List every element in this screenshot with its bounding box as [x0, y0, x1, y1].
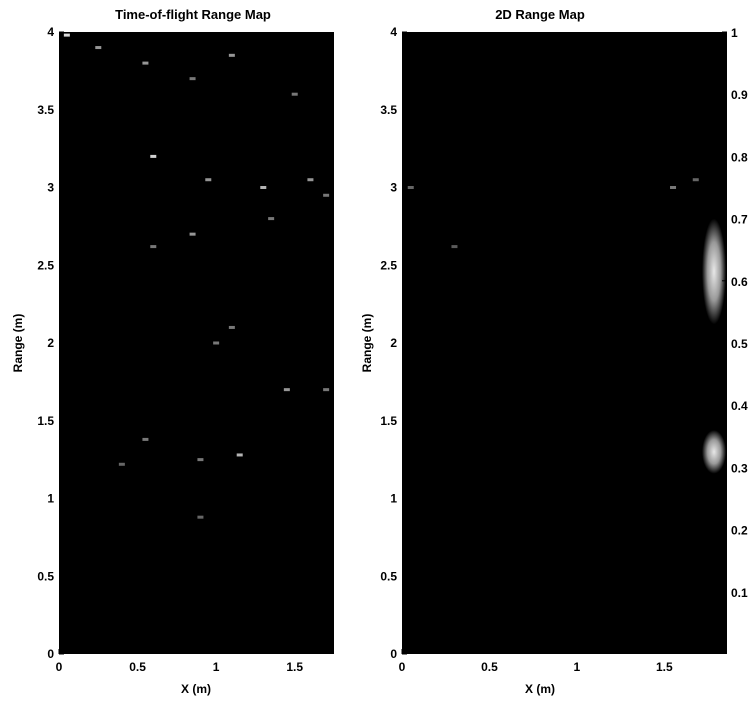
tof-y-axis-label: Range (m): [11, 314, 25, 373]
tof-bright-point: [150, 154, 157, 158]
2d-x-axis-label: X (m): [525, 682, 555, 696]
2d-y-tick-label: 3: [390, 181, 397, 195]
2d-x-tick-label: 0.5: [481, 660, 498, 674]
2d-y-axis-label: Range (m): [360, 314, 374, 373]
tof-y-tick-label: 2: [47, 336, 54, 350]
2d-bright-point: [692, 178, 699, 182]
2d-x-ticks: 0 0.5 1 1.5: [399, 649, 673, 674]
2d-x-tick-label: 1: [574, 660, 581, 674]
tof-y-tick-label: 1: [47, 492, 54, 506]
tof-bright-point: [283, 388, 290, 392]
tof-bright-point: [150, 245, 157, 249]
colorbar-tick-label: 0.4: [731, 399, 748, 413]
tof-bright-point: [213, 341, 220, 345]
colorbar-bands: [702, 218, 726, 474]
tof-bright-point: [260, 186, 267, 189]
tof-bright-point: [236, 453, 243, 457]
tof-bright-point: [307, 178, 314, 182]
tof-bright-point: [142, 437, 149, 441]
2d-plot-title: 2D Range Map: [495, 7, 585, 22]
2d-y-tick-label: 2.5: [380, 258, 397, 272]
tof-bright-point: [197, 515, 204, 519]
tof-bright-point: [189, 232, 196, 236]
tof-bright-point: [323, 388, 330, 392]
tof-y-tick-label: 4: [47, 25, 54, 39]
2d-x-tick-label: 1.5: [656, 660, 673, 674]
tof-bright-point: [205, 178, 212, 182]
tof-y-tick-label: 1.5: [37, 414, 54, 428]
tof-x-axis-label: X (m): [181, 682, 211, 696]
tof-bright-point: [142, 61, 149, 65]
2d-y-tick-label: 1: [390, 492, 397, 506]
colorbar-tick-label: 0.5: [731, 337, 748, 351]
2d-bright-point: [407, 186, 414, 189]
tof-y-tick-label: 3.5: [37, 103, 54, 117]
colorbar-tick-label: 0.9: [731, 88, 748, 102]
colorbar-tick-label: 0.8: [731, 150, 748, 164]
2d-heatmap-area: [402, 32, 708, 654]
tof-x-ticks: 0 0.5 1 1.5: [56, 649, 303, 674]
tof-y-tick-label: 0: [47, 647, 54, 661]
colorbar-tick-label: 0.7: [731, 213, 748, 227]
colorbar-tick-label: 0.6: [731, 275, 748, 289]
2d-range-map-plot: 2D Range Map 0 0.5 1 1.5 00.511.522.533.54 …: [360, 7, 708, 696]
colorbar-tick-label: 1: [731, 26, 738, 40]
tof-x-tick-label: 1.5: [286, 660, 303, 674]
tof-y-tick-label: 0.5: [37, 569, 54, 583]
colorbar-light-band: [702, 218, 726, 325]
tof-y-ticks: 0 0.5 1 1.5 2 2.5 3 3.5 4: [37, 25, 64, 661]
2d-bright-point: [451, 245, 458, 249]
tof-bright-point: [323, 193, 330, 197]
tof-bright-point: [228, 325, 235, 329]
tof-plot-title: Time-of-flight Range Map: [115, 7, 271, 22]
tof-bright-point: [95, 46, 102, 50]
colorbar-tick-label: 0.3: [731, 461, 748, 475]
colorbar: 0.1 0.2 0.3 0.4 0.5 0.6 0.7 0.8 0.9 1: [701, 26, 748, 654]
tof-bright-point: [291, 92, 298, 96]
tof-y-tick-label: 3: [47, 181, 54, 195]
colorbar-tick-label: 0.2: [731, 524, 748, 538]
colorbar-light-band: [702, 430, 726, 474]
2d-bright-points: [407, 178, 699, 249]
2d-y-tick-label: 2: [390, 336, 397, 350]
2d-y-tick-label: 0.5: [380, 569, 397, 583]
tof-bright-point: [197, 458, 204, 462]
2d-y-tick-label: 3.5: [380, 103, 397, 117]
2d-y-tick-label: 4: [390, 25, 397, 39]
tof-x-tick-label: 1: [213, 660, 220, 674]
2d-bright-point: [670, 186, 677, 189]
tof-bright-point: [63, 33, 70, 37]
tof-bright-point: [228, 53, 235, 57]
tof-x-tick-label: 0.5: [129, 660, 146, 674]
tof-y-tick-label: 2.5: [37, 258, 54, 272]
colorbar-tick-label: 0.1: [731, 586, 748, 600]
tof-range-map-plot: Time-of-flight Range Map 0 0.5 1 1.5 0 0.5 1 1…: [11, 7, 334, 696]
tof-bright-point: [189, 77, 196, 81]
colorbar-ticks: 0.1 0.2 0.3 0.4 0.5 0.6 0.7 0.8 0.9 1: [722, 26, 748, 600]
2d-y-tick-label: 0: [390, 647, 397, 661]
tof-heatmap-area: [59, 32, 334, 654]
2d-y-ticks: 0 0.5 1 1.5 2 2.5 3 3.5 4: [380, 25, 407, 661]
2d-y-tick-label: 1.5: [380, 414, 397, 428]
tof-x-tick-label: 0: [56, 660, 63, 674]
tof-bright-point: [268, 217, 275, 221]
tof-bright-point: [118, 462, 125, 466]
2d-x-tick-label: 0: [399, 660, 406, 674]
tof-bright-points: [63, 33, 330, 519]
